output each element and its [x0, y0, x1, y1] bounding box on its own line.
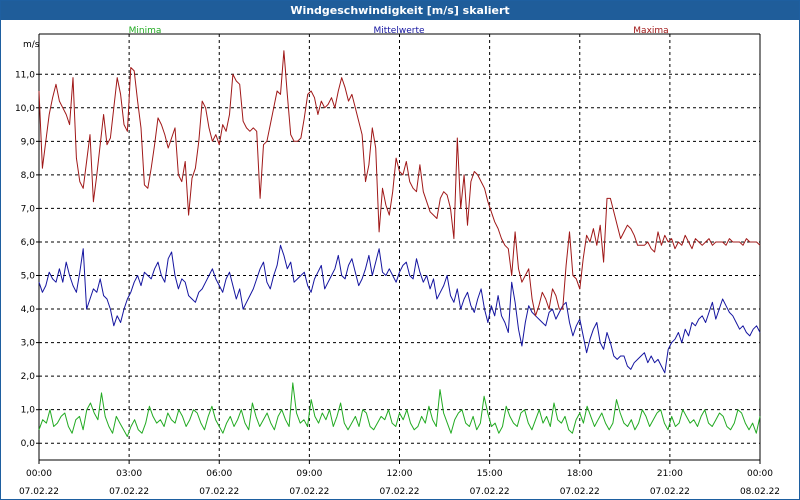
series-line-mittelwerte	[38, 244, 761, 374]
series-line-maxima	[38, 50, 761, 317]
x-tick-date-label: 07.02.22	[289, 487, 329, 497]
y-tick-labels: 0,0 1,0 2,0 3,0 4,0 5,0 6,0 7,0 8,0 9,0 10,0 11,0	[15, 70, 35, 449]
x-tick-time-label: 18:00	[567, 469, 593, 479]
x-tick-time-label: 00:00	[26, 469, 52, 479]
y-tick-label: 4,0	[21, 305, 36, 315]
x-tick-time-label: 21:00	[657, 469, 683, 479]
series-line-minima	[38, 382, 761, 437]
data-series	[38, 50, 761, 437]
grid-lines	[36, 34, 761, 464]
legend-minima: Minima	[129, 26, 162, 36]
x-tick-date-label: 07.02.22	[560, 487, 600, 497]
x-tick-time-label: 00:00	[747, 469, 773, 479]
y-tick-label: 8,0	[21, 171, 36, 181]
x-tick-date-label: 07.02.22	[470, 487, 510, 497]
x-tick-time-label: 09:00	[296, 469, 322, 479]
x-tick-date-label: 08.02.22	[740, 487, 780, 497]
legend: Minima Mittelwerte Maxima	[129, 26, 669, 36]
legend-maxima: Maxima	[633, 26, 668, 36]
x-tick-time-label: 03:00	[116, 469, 142, 479]
x-tick-date-label: 07.02.22	[650, 487, 690, 497]
legend-mittelwerte: Mittelwerte	[373, 26, 424, 36]
y-tick-label: 3,0	[21, 339, 36, 349]
y-axis-unit-label: m/s	[23, 40, 40, 50]
y-tick-label: 1,0	[21, 406, 36, 416]
y-tick-label: 7,0	[21, 204, 36, 214]
chart-title: Windgeschwindigkeit [m/s] skaliert	[290, 4, 510, 17]
x-tick-time-label: 06:00	[206, 469, 232, 479]
y-tick-label: 2,0	[21, 372, 36, 382]
x-tick-date-label: 07.02.22	[199, 487, 239, 497]
x-tick-labels: 00:00 07.02.22 03:00 07.02.22 06:00 07.02.22 0…	[19, 469, 780, 497]
x-tick-time-label: 15:00	[477, 469, 503, 479]
x-tick-date-label: 07.02.22	[379, 487, 419, 497]
title-bar: Windgeschwindigkeit [m/s] skaliert	[1, 1, 799, 20]
x-tick-date-label: 07.02.22	[109, 487, 149, 497]
axes	[38, 33, 761, 461]
y-tick-label: 11,0	[15, 70, 35, 80]
y-tick-label: 6,0	[21, 238, 36, 248]
y-tick-label: 9,0	[21, 137, 36, 147]
y-tick-label: 5,0	[21, 272, 36, 282]
x-tick-time-label: 12:00	[387, 469, 413, 479]
x-tick-date-label: 07.02.22	[19, 487, 59, 497]
y-tick-label: 0,0	[21, 439, 36, 449]
y-tick-label: 10,0	[15, 104, 35, 114]
